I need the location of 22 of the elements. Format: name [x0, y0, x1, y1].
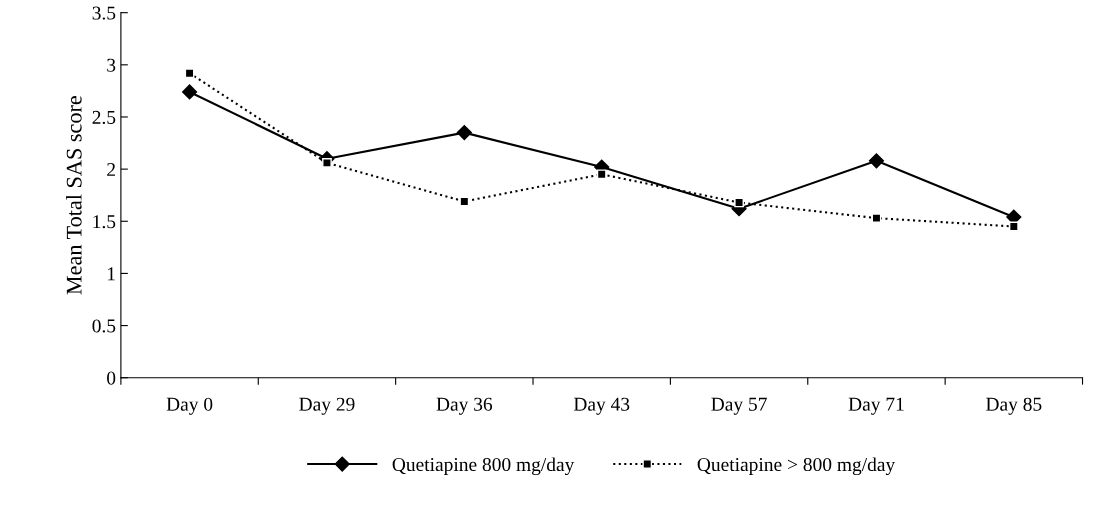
- point: [182, 84, 198, 100]
- x-tick-label: Day 43: [573, 397, 630, 415]
- y-tick-label: 0: [107, 371, 116, 385]
- y-tick-label: 3: [107, 58, 116, 72]
- y-tick-label: 1: [108, 267, 115, 281]
- y-tick-label: 3.5: [92, 6, 116, 20]
- x-tick-label: Day 57: [711, 397, 767, 415]
- point: [322, 158, 332, 168]
- x-tick-label: Day 71: [848, 397, 904, 415]
- y-tick-label: 1.5: [93, 215, 116, 229]
- x-tick-label: Day 85: [986, 397, 1042, 415]
- y-tick-label: 2: [107, 162, 115, 176]
- y-tick-label: 2.5: [92, 110, 116, 124]
- y-axis-title: Mean Total SAS score: [66, 96, 82, 295]
- x-tick-label: Day 29: [299, 397, 355, 415]
- y-tick-label: 0.5: [92, 319, 116, 333]
- point: [868, 153, 885, 169]
- legend-label: Quetiapine 800 mg/day: [392, 457, 575, 476]
- x-tick-label: Day 0: [166, 397, 213, 415]
- point: [456, 125, 472, 141]
- legend-label: Quetiapine > 800 mg/day: [697, 457, 896, 476]
- x-tick-label: Day 36: [436, 397, 493, 415]
